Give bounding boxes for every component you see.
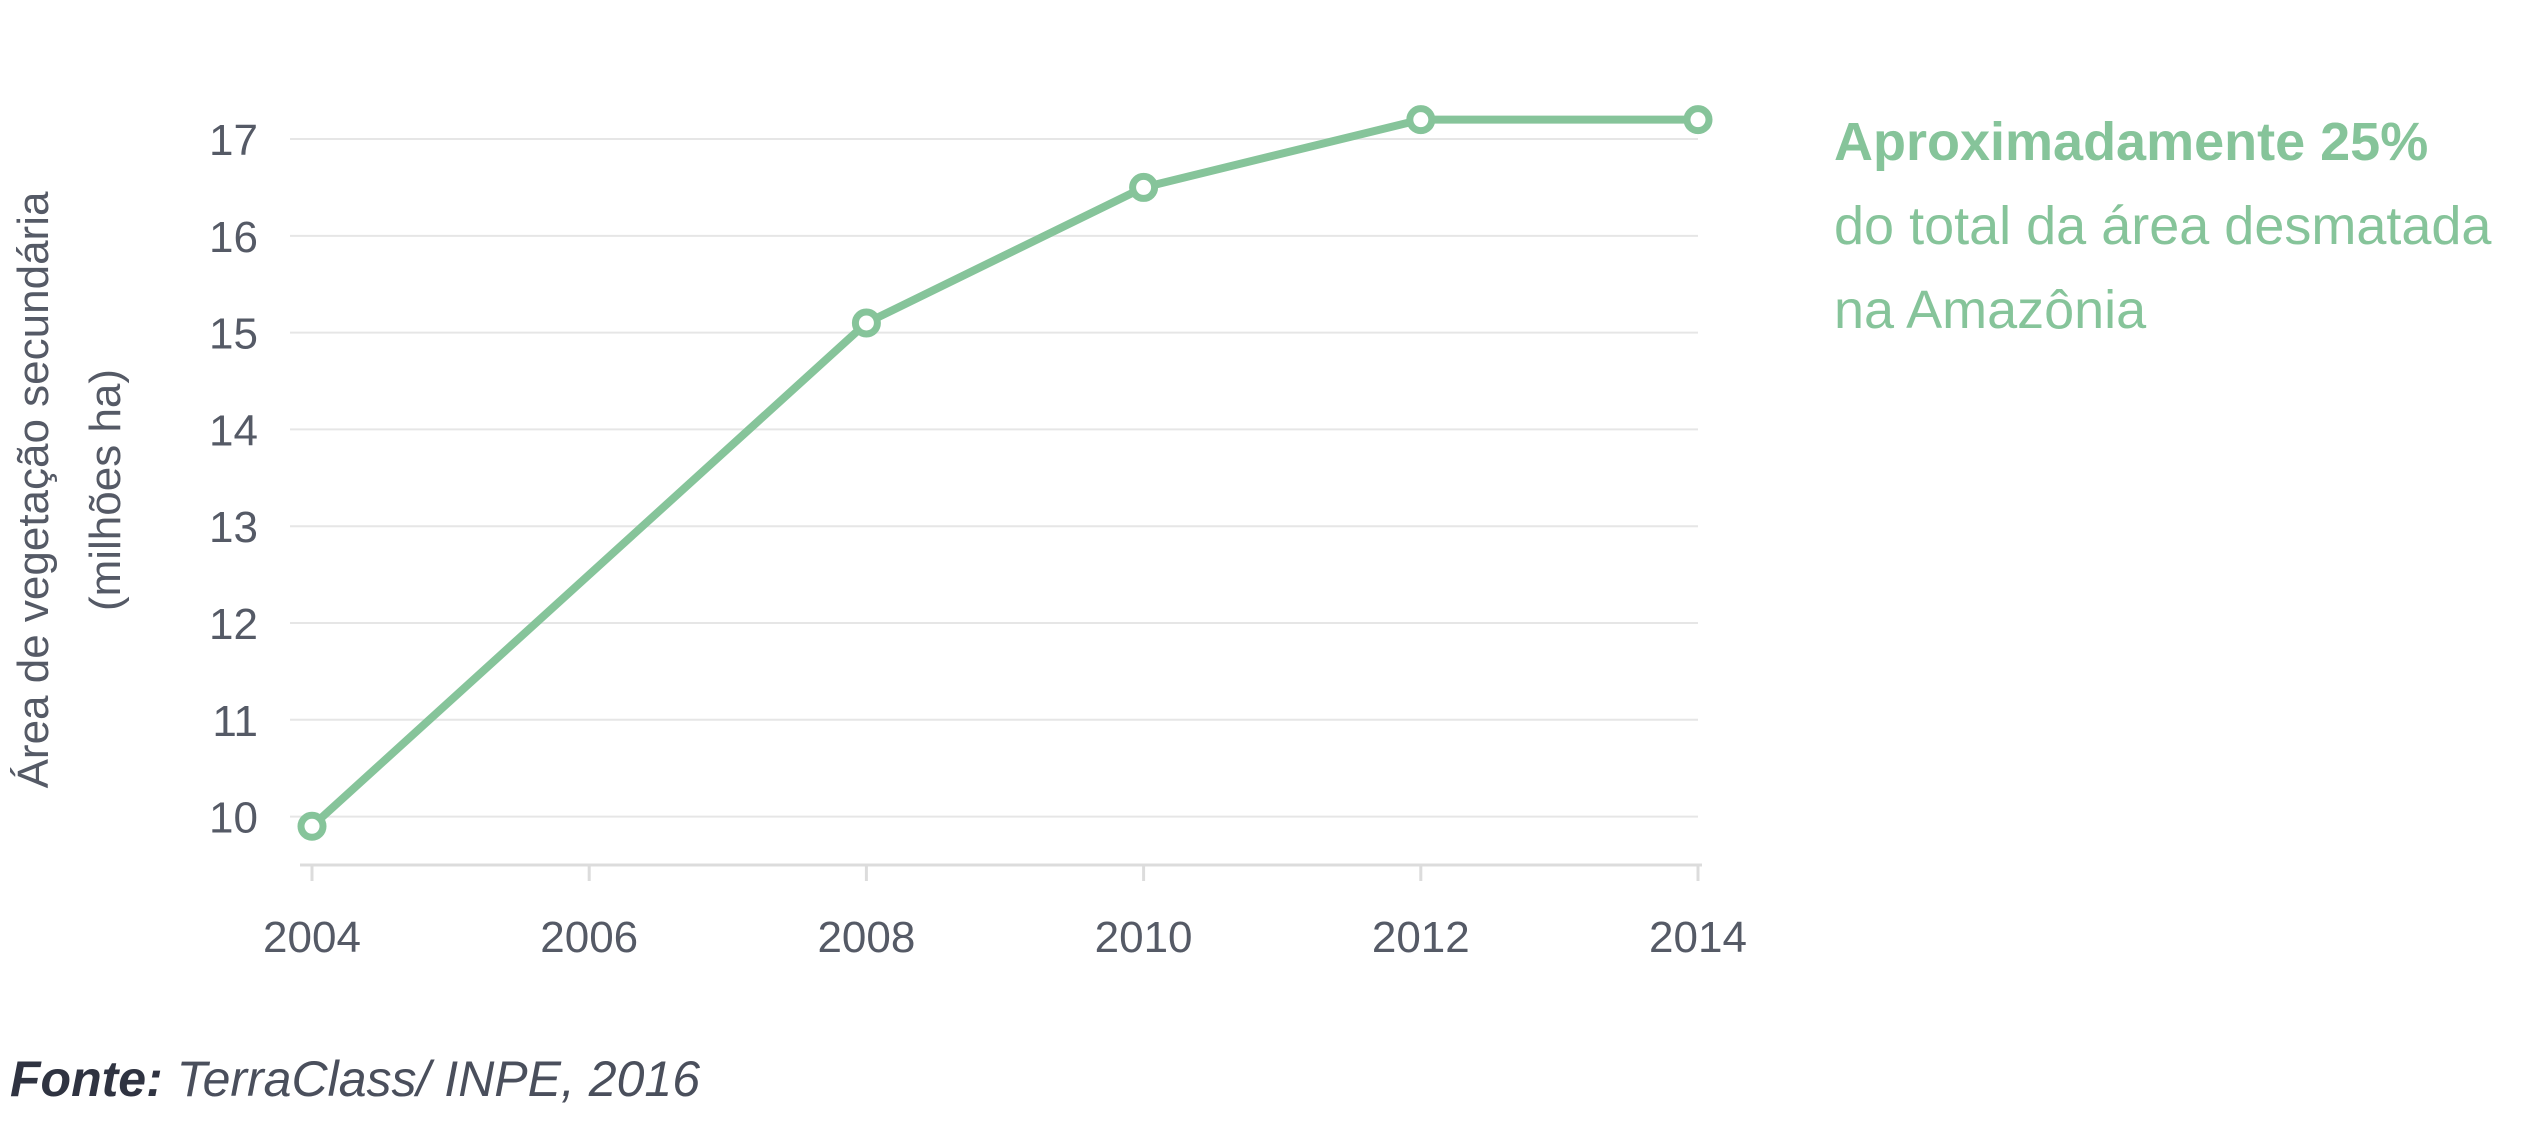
x-tick-label-2012: 2012 xyxy=(1372,913,1470,962)
y-tick-label-13: 13 xyxy=(209,503,258,552)
y-axis-label-line-2: (milhões ha) xyxy=(81,369,130,611)
y-tick-label-14: 14 xyxy=(209,406,258,455)
y-tick-label-16: 16 xyxy=(209,213,258,262)
annotation-line-2: na Amazônia xyxy=(1834,280,2147,340)
y-tick-label-17: 17 xyxy=(209,116,258,165)
annotation-highlight: Aproximadamente 25% xyxy=(1834,112,2429,172)
y-axis-title: Área de vegetação secundária (milhões ha… xyxy=(9,191,130,788)
y-tick-label-11: 11 xyxy=(212,697,258,746)
x-tick-label-2008: 2008 xyxy=(817,913,915,962)
x-tick-label-2006: 2006 xyxy=(540,913,638,962)
x-tick-labels: 2004 2006 2008 2010 2012 2014 xyxy=(263,913,1747,962)
series xyxy=(297,105,1713,841)
source-note: Fonte: TerraClass/ INPE, 2016 xyxy=(10,1050,700,1108)
x-tick-label-2004: 2004 xyxy=(263,913,361,962)
source-text: TerraClass/ INPE, 2016 xyxy=(162,1051,701,1107)
data-point-2004 xyxy=(297,811,327,841)
source-label: Fonte: xyxy=(10,1051,163,1107)
data-point-2010 xyxy=(1129,172,1159,202)
x-tick-label-2010: 2010 xyxy=(1095,913,1193,962)
annotation-line-1: do total da área desmatada xyxy=(1834,196,2492,256)
data-point-2008 xyxy=(851,308,881,338)
y-tick-label-15: 15 xyxy=(209,310,258,359)
annotation: Aproximadamente 25% do total da área des… xyxy=(1834,100,2534,352)
x-tick-label-2014: 2014 xyxy=(1649,913,1747,962)
gridlines xyxy=(290,138,1698,818)
y-tick-labels: 10 11 12 13 14 15 16 17 xyxy=(209,116,258,843)
axes xyxy=(300,863,1702,881)
y-tick-label-10: 10 xyxy=(209,794,258,843)
data-point-2012 xyxy=(1406,105,1436,135)
data-point-2014 xyxy=(1683,105,1713,135)
y-axis-label-line-1: Área de vegetação secundária xyxy=(9,191,58,788)
y-tick-label-12: 12 xyxy=(209,600,258,649)
